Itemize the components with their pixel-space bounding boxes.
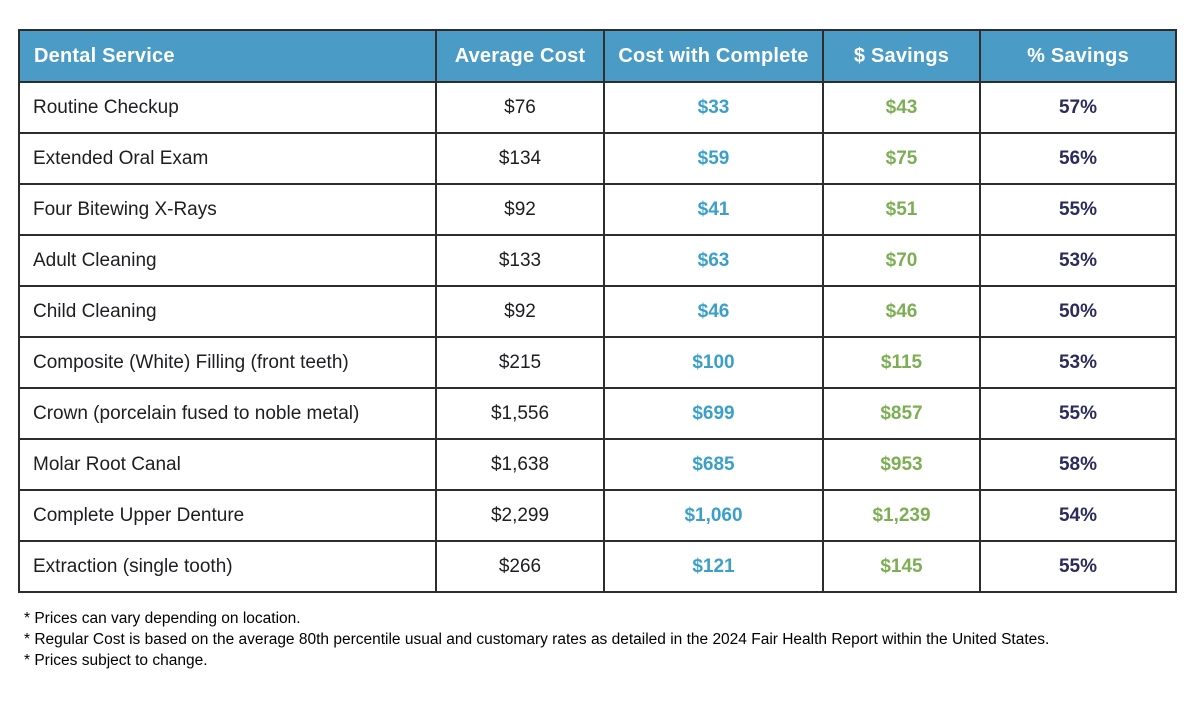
percent-savings-cell: 53% [979, 234, 1177, 287]
table-row: Molar Root Canal $1,638 $685 $953 58% [18, 438, 1177, 491]
percent-savings-cell: 55% [979, 183, 1177, 236]
average-cost-cell: $1,556 [435, 387, 605, 440]
average-cost-cell: $76 [435, 81, 605, 134]
cost-with-complete-cell: $699 [603, 387, 824, 440]
dollar-savings-cell: $857 [822, 387, 981, 440]
average-cost-cell: $215 [435, 336, 605, 389]
dollar-savings-cell: $75 [822, 132, 981, 185]
percent-savings-cell: 50% [979, 285, 1177, 338]
table-row: Extraction (single tooth) $266 $121 $145 55% [18, 540, 1177, 593]
cost-with-complete-cell: $1,060 [603, 489, 824, 542]
table-row: Extended Oral Exam $134 $59 $75 56% [18, 132, 1177, 185]
percent-savings-cell: 54% [979, 489, 1177, 542]
table-row: Complete Upper Denture $2,299 $1,060 $1,239… [18, 489, 1177, 542]
service-cell: Complete Upper Denture [18, 489, 437, 542]
average-cost-cell: $92 [435, 285, 605, 338]
dollar-savings-cell: $145 [822, 540, 981, 593]
service-cell: Child Cleaning [18, 285, 437, 338]
footnotes: * Prices can vary depending on location.… [18, 608, 1200, 671]
footnote-location: * Prices can vary depending on location. [24, 610, 301, 627]
dollar-savings-cell: $1,239 [822, 489, 981, 542]
table-row: Composite (White) Filling (front teeth) $… [18, 336, 1177, 389]
cost-with-complete-cell: $685 [603, 438, 824, 491]
cost-with-complete-cell: $63 [603, 234, 824, 287]
col-header-dollar-savings: $ Savings [822, 29, 981, 83]
average-cost-cell: $266 [435, 540, 605, 593]
col-header-dental-service: Dental Service [18, 29, 437, 83]
percent-savings-cell: 55% [979, 540, 1177, 593]
percent-savings-cell: 56% [979, 132, 1177, 185]
average-cost-cell: $133 [435, 234, 605, 287]
footnote-regular-cost: * Regular Cost is based on the average 8… [24, 631, 1050, 648]
dollar-savings-cell: $953 [822, 438, 981, 491]
dollar-savings-cell: $43 [822, 81, 981, 134]
service-cell: Composite (White) Filling (front teeth) [18, 336, 437, 389]
service-cell: Four Bitewing X-Rays [18, 183, 437, 236]
service-cell: Crown (porcelain fused to noble metal) [18, 387, 437, 440]
dollar-savings-cell: $51 [822, 183, 981, 236]
cost-with-complete-cell: $41 [603, 183, 824, 236]
average-cost-cell: $2,299 [435, 489, 605, 542]
col-header-average-cost: Average Cost [435, 29, 605, 83]
dental-pricing-table: Dental Service Average Cost Cost with Co… [18, 29, 1177, 593]
table-row: Crown (porcelain fused to noble metal) $1… [18, 387, 1177, 440]
table-body: Routine Checkup $76 $33 $43 57% Extended Oral… [18, 81, 1177, 593]
average-cost-cell: $134 [435, 132, 605, 185]
cost-with-complete-cell: $121 [603, 540, 824, 593]
table-row: Adult Cleaning $133 $63 $70 53% [18, 234, 1177, 287]
percent-savings-cell: 57% [979, 81, 1177, 134]
table-row: Four Bitewing X-Rays $92 $41 $51 55% [18, 183, 1177, 236]
table-row: Child Cleaning $92 $46 $46 50% [18, 285, 1177, 338]
average-cost-cell: $1,638 [435, 438, 605, 491]
service-cell: Extraction (single tooth) [18, 540, 437, 593]
table-row: Routine Checkup $76 $33 $43 57% [18, 81, 1177, 134]
dollar-savings-cell: $46 [822, 285, 981, 338]
service-cell: Molar Root Canal [18, 438, 437, 491]
cost-with-complete-cell: $33 [603, 81, 824, 134]
cost-with-complete-cell: $59 [603, 132, 824, 185]
average-cost-cell: $92 [435, 183, 605, 236]
service-cell: Adult Cleaning [18, 234, 437, 287]
percent-savings-cell: 53% [979, 336, 1177, 389]
footnote-subject-to-change: * Prices subject to change. [24, 652, 208, 669]
col-header-percent-savings: % Savings [979, 29, 1177, 83]
percent-savings-cell: 55% [979, 387, 1177, 440]
col-header-cost-with-complete: Cost with Complete [603, 29, 824, 83]
service-cell: Extended Oral Exam [18, 132, 437, 185]
percent-savings-cell: 58% [979, 438, 1177, 491]
cost-with-complete-cell: $46 [603, 285, 824, 338]
dollar-savings-cell: $115 [822, 336, 981, 389]
dollar-savings-cell: $70 [822, 234, 981, 287]
cost-with-complete-cell: $100 [603, 336, 824, 389]
header-row: Dental Service Average Cost Cost with Co… [18, 29, 1177, 83]
service-cell: Routine Checkup [18, 81, 437, 134]
